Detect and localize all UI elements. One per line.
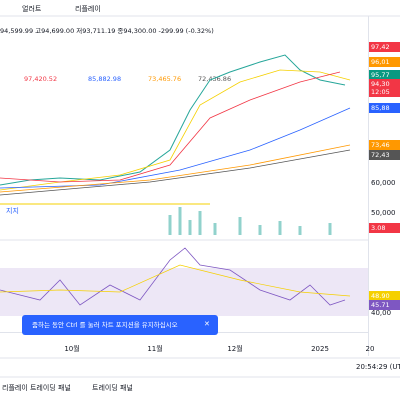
time-label: 12월 (227, 344, 242, 353)
toolbar (0, 0, 400, 16)
price-label: 48.90 (371, 292, 390, 300)
toast-text: 줌하는 동안 Ctrl 를 눌러 차트 포지션을 유지하십시오 (32, 320, 178, 329)
ma-legend: 97,420.52 (24, 75, 57, 83)
ma-line (0, 69, 351, 191)
price-label: 3.08 (371, 224, 385, 232)
price-label: 12:05 (371, 88, 390, 96)
price-label: 85,88 (371, 104, 390, 112)
price-badge (369, 42, 400, 52)
ohlc-legend: 94,599.99 고94,699.00 저93,711.19 종94,300.… (0, 26, 214, 35)
clock: 20:54:29 (UT (356, 363, 400, 371)
ma-line (0, 144, 351, 193)
price-label: 97,42 (371, 43, 390, 51)
price-badge (369, 291, 400, 301)
price-label: 73,46 (371, 141, 390, 149)
price-label: 96,01 (371, 58, 390, 66)
price-badge (369, 70, 400, 80)
price-badge (369, 150, 400, 160)
rsi-ma (0, 264, 351, 297)
price (0, 54, 346, 186)
time-label: 10월 (64, 344, 79, 353)
rsi (0, 247, 346, 306)
toast-close[interactable]: ✕ (204, 320, 210, 328)
support-label: 지지 (6, 206, 19, 215)
rsi-band (0, 268, 368, 316)
price-badge (369, 300, 400, 310)
price-badge (369, 103, 400, 113)
ma-legend: 72,436.86 (198, 75, 231, 83)
tab[interactable]: 리플레이 트레이딩 패널 (2, 383, 71, 392)
price-label: 40,00 (371, 309, 391, 317)
price-label: 95,77 (371, 71, 390, 79)
price-label: 60,000 (371, 179, 396, 187)
volume (168, 207, 332, 235)
ma-line (0, 71, 341, 183)
tab[interactable]: 트레이딩 패널 (92, 383, 133, 392)
price-label: 50,000 (371, 209, 396, 217)
price-badge (369, 79, 400, 89)
price-label: 45.71 (371, 301, 390, 309)
ma-line (0, 149, 351, 196)
time-label: 2025 (311, 345, 329, 353)
ma-legend: 73,465.76 (148, 75, 181, 83)
scale-border (368, 16, 369, 356)
price-badge (369, 87, 400, 97)
time-label: 20 (366, 345, 375, 353)
price-badge (369, 140, 400, 150)
time-label: 11월 (147, 344, 162, 353)
price-badge (369, 57, 400, 67)
alert-button[interactable]: 얼러트 (22, 4, 42, 13)
price-badge (369, 223, 400, 233)
price-label: 72,43 (371, 151, 390, 159)
price-label: 94,30 (371, 80, 390, 88)
ma-legend: 85,882.98 (88, 75, 121, 83)
toast[interactable] (22, 315, 218, 335)
replay-button[interactable]: 리플레이 (75, 4, 101, 13)
